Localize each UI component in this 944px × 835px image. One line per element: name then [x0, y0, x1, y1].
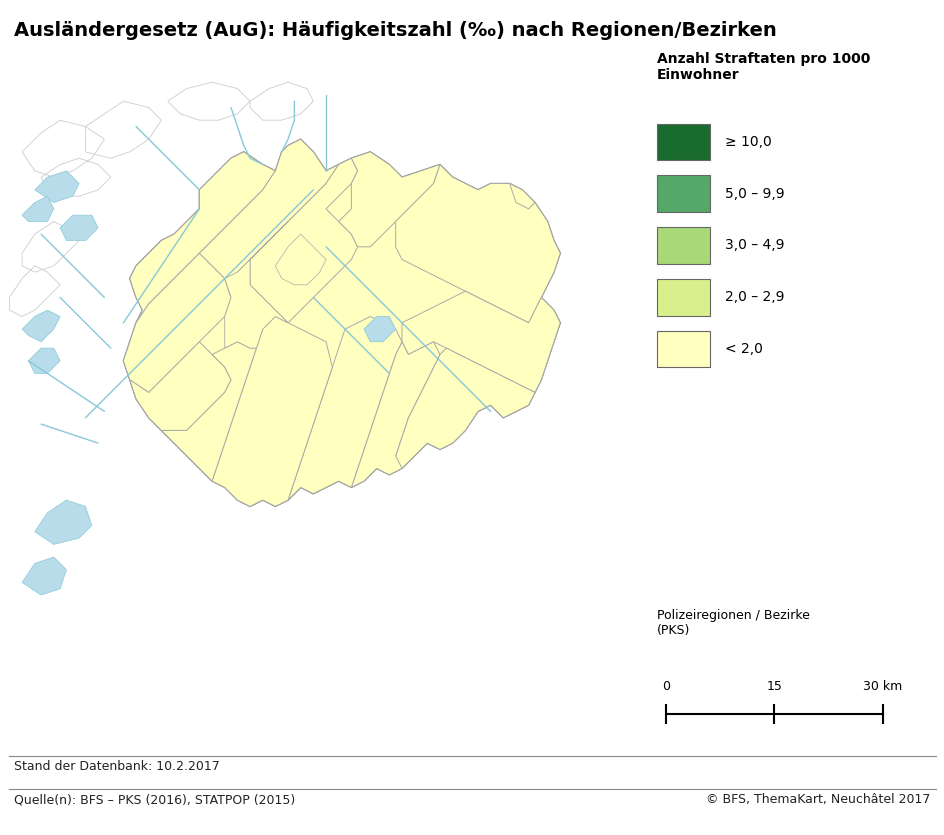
Polygon shape: [351, 342, 440, 488]
Polygon shape: [129, 152, 275, 323]
Text: 15: 15: [766, 680, 782, 693]
Polygon shape: [124, 253, 230, 392]
Polygon shape: [225, 221, 288, 348]
Polygon shape: [211, 316, 332, 506]
Text: Ausländergesetz (AuG): Häufigkeitszahl (‰) nach Regionen/Bezirken: Ausländergesetz (AuG): Häufigkeitszahl (…: [14, 21, 776, 40]
Polygon shape: [22, 557, 66, 595]
Polygon shape: [35, 171, 79, 203]
Polygon shape: [161, 342, 256, 481]
Polygon shape: [60, 215, 98, 240]
Polygon shape: [35, 500, 92, 544]
Polygon shape: [396, 164, 560, 323]
Text: 30 km: 30 km: [862, 680, 902, 693]
Text: < 2,0: < 2,0: [724, 342, 762, 356]
FancyBboxPatch shape: [657, 331, 709, 367]
Text: 5,0 – 9,9: 5,0 – 9,9: [724, 187, 784, 200]
Polygon shape: [124, 139, 560, 506]
Text: Anzahl Straftaten pro 1000
Einwohner: Anzahl Straftaten pro 1000 Einwohner: [657, 52, 869, 82]
Polygon shape: [28, 348, 60, 373]
Polygon shape: [199, 139, 338, 297]
Text: Stand der Datenbank: 10.2.2017: Stand der Datenbank: 10.2.2017: [14, 760, 220, 773]
Text: Quelle(n): BFS – PKS (2016), STATPOP (2015): Quelle(n): BFS – PKS (2016), STATPOP (20…: [14, 793, 295, 807]
Polygon shape: [363, 316, 396, 342]
Text: © BFS, ThemaKart, Neuchâtel 2017: © BFS, ThemaKart, Neuchâtel 2017: [706, 793, 930, 807]
Polygon shape: [22, 196, 54, 221]
FancyBboxPatch shape: [657, 175, 709, 212]
Text: Polizeiregionen / Bezirke
(PKS): Polizeiregionen / Bezirke (PKS): [657, 609, 809, 637]
FancyBboxPatch shape: [657, 227, 709, 264]
Text: 2,0 – 2,9: 2,0 – 2,9: [724, 291, 784, 304]
Polygon shape: [275, 234, 326, 285]
Polygon shape: [389, 348, 534, 475]
FancyBboxPatch shape: [657, 124, 709, 160]
Polygon shape: [509, 184, 534, 209]
Text: 3,0 – 4,9: 3,0 – 4,9: [724, 239, 784, 252]
Polygon shape: [338, 152, 440, 247]
Text: ≥ 10,0: ≥ 10,0: [724, 135, 770, 149]
Polygon shape: [22, 310, 60, 342]
FancyBboxPatch shape: [657, 279, 709, 316]
Polygon shape: [401, 291, 560, 392]
Polygon shape: [288, 316, 401, 500]
Polygon shape: [250, 158, 357, 323]
Polygon shape: [129, 342, 230, 430]
Text: 0: 0: [662, 680, 669, 693]
